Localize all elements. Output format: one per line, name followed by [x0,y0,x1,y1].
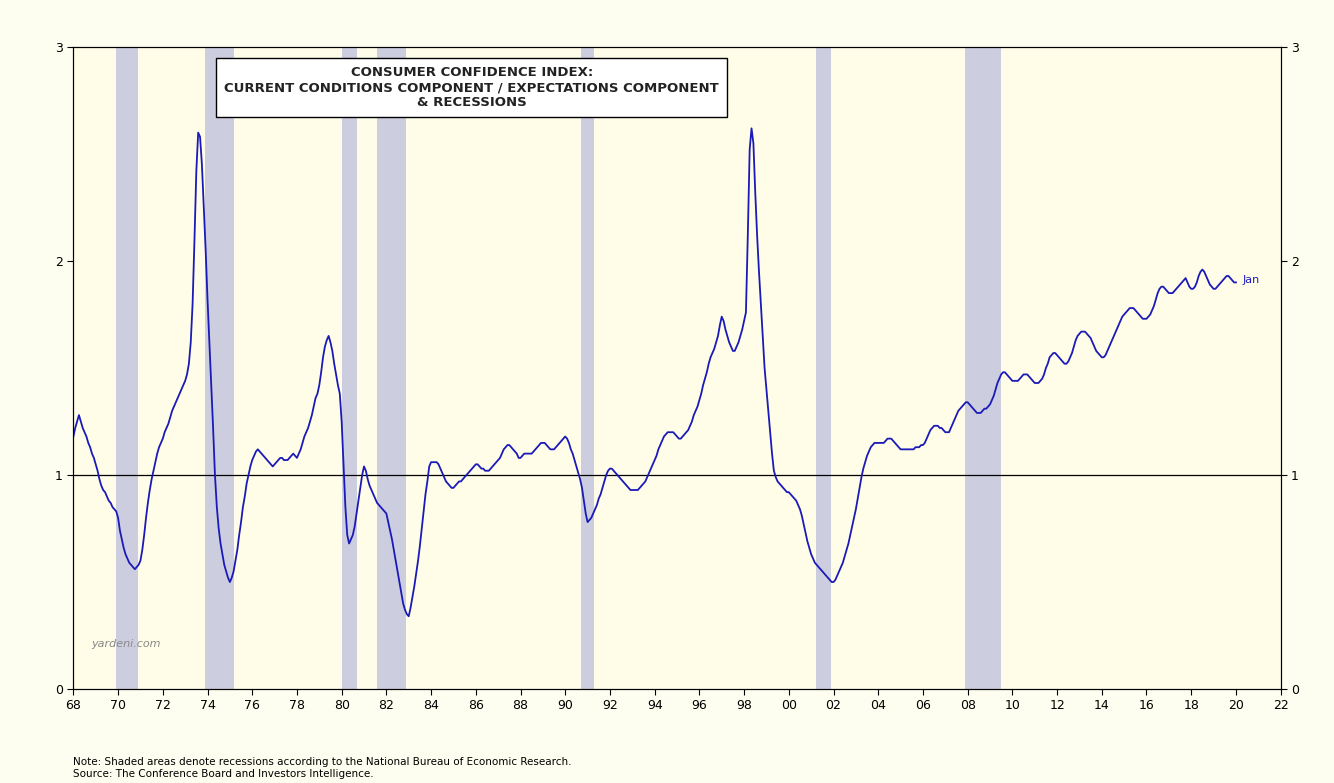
Bar [815,47,831,689]
Text: Note: Shaded areas denote recessions according to the National Bureau of Economi: Note: Shaded areas denote recessions acc… [73,757,572,779]
Text: yardeni.com: yardeni.com [92,639,161,649]
Text: CONSUMER CONFIDENCE INDEX:
CURRENT CONDITIONS COMPONENT / EXPECTATIONS COMPONENT: CONSUMER CONFIDENCE INDEX: CURRENT CONDI… [224,67,719,110]
Bar [378,47,407,689]
Text: Jan: Jan [1243,276,1259,285]
Bar [205,47,235,689]
Bar [966,47,1002,689]
Bar [116,47,139,689]
Bar [580,47,594,689]
Bar [342,47,358,689]
